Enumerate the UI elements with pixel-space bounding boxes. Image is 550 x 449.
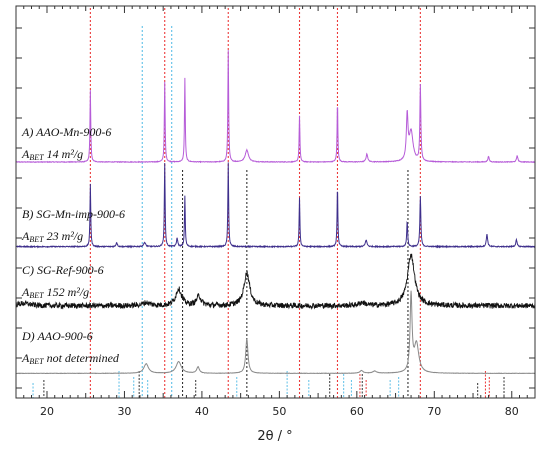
- x-tick-label: 80: [505, 405, 519, 418]
- pattern-a: [15, 50, 536, 164]
- series-name-a: A) AAO-Mn-900-6: [21, 125, 111, 139]
- x-tick-label: 30: [117, 405, 131, 418]
- bet-value-b: ABET 23 m²/g: [21, 229, 83, 244]
- series-name-b: B) SG-Mn-imp-900-6: [22, 207, 125, 221]
- diffraction-patterns: [15, 50, 536, 375]
- pattern-d: [15, 290, 536, 375]
- x-tick-label: 60: [350, 405, 364, 418]
- bet-value-a: ABET 14 m²/g: [21, 147, 83, 162]
- plot-frame: [15, 5, 536, 399]
- pattern-c: [15, 253, 536, 310]
- bet-value-d: ABET not determined: [21, 351, 120, 366]
- bet-value-c: ABET 152 m²/g: [21, 285, 89, 300]
- x-tick-label: 20: [40, 405, 54, 418]
- series-name-c: C) SG-Ref-900-6: [22, 263, 104, 277]
- pattern-b: [15, 162, 536, 249]
- series-labels: A) AAO-Mn-900-6 ABET 14 m²/g B) SG-Mn-imp-…: [21, 125, 125, 366]
- y-axis-ticks: [16, 27, 535, 389]
- x-axis-ticks: 20 30 40 50 60 70 80: [15, 6, 536, 418]
- series-name-d: D) AAO-900-6: [21, 329, 93, 343]
- reference-lines: [89, 8, 421, 398]
- x-axis-title: 2θ / °: [257, 429, 292, 444]
- x-tick-label: 50: [272, 405, 286, 418]
- reference-sticks: [32, 371, 505, 398]
- x-tick-label: 40: [195, 405, 209, 418]
- x-tick-label: 70: [427, 405, 441, 418]
